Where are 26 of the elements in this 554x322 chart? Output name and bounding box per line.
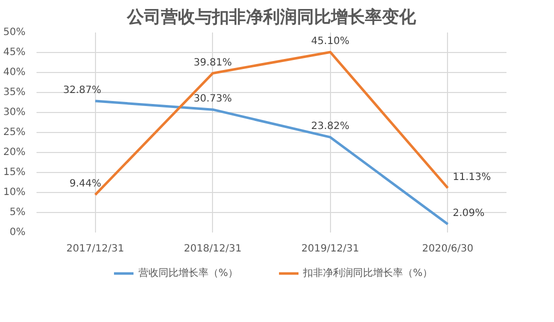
legend-label: 营收同比增长率（%） bbox=[138, 266, 238, 280]
y-tick-label: 0% bbox=[10, 227, 26, 238]
x-tick-label: 2017/12/31 bbox=[66, 244, 124, 254]
y-tick-label: 10% bbox=[3, 187, 26, 198]
data-label: 11.13% bbox=[452, 172, 491, 183]
y-tick-label: 15% bbox=[3, 167, 26, 178]
y-tick-label: 35% bbox=[3, 87, 26, 98]
y-tick-label: 30% bbox=[3, 107, 26, 118]
y-tick-label: 25% bbox=[3, 127, 26, 138]
y-tick-label: 20% bbox=[3, 147, 26, 158]
chart-title: 公司营收与扣非净利润同比增长率变化 bbox=[126, 8, 417, 28]
x-tick-label: 2020/6/30 bbox=[422, 244, 474, 254]
data-label: 45.10% bbox=[311, 36, 350, 48]
x-tick-label: 2018/12/31 bbox=[184, 244, 242, 254]
y-tick-label: 50% bbox=[3, 27, 26, 38]
data-label: 30.73% bbox=[194, 94, 232, 105]
y-tick-label: 5% bbox=[10, 207, 26, 218]
legend-label: 扣非净利润同比增长率（%） bbox=[303, 266, 433, 280]
y-tick-label: 40% bbox=[3, 67, 26, 78]
data-label: 9.44% bbox=[69, 178, 102, 190]
data-label: 23.82% bbox=[311, 121, 350, 132]
y-tick-label: 45% bbox=[3, 47, 26, 58]
x-tick-label: 2019/12/31 bbox=[301, 244, 360, 254]
data-label: 2.09% bbox=[452, 208, 485, 220]
data-label: 32.87% bbox=[63, 85, 102, 96]
data-label: 39.81% bbox=[194, 57, 232, 68]
